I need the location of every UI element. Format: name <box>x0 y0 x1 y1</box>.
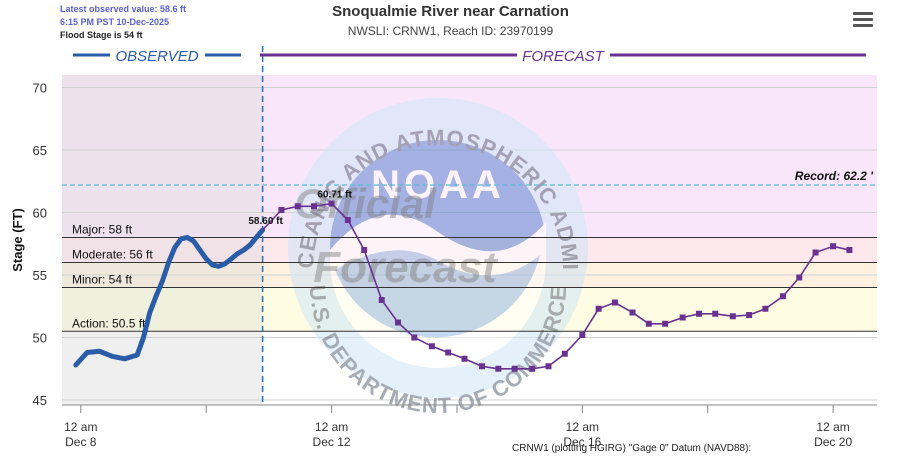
forecast-point <box>395 319 402 326</box>
y-axis-title: Stage (FT) <box>10 208 25 272</box>
observed-low-region <box>62 331 263 405</box>
latest-observed-value: Latest observed value: 58.6 ft <box>60 4 187 14</box>
threshold-label-action: Action: 50.5 ft <box>72 316 146 330</box>
forecast-point <box>479 363 486 370</box>
forecast-point <box>294 203 301 210</box>
forecast-point <box>378 297 385 303</box>
forecast-point <box>428 343 435 350</box>
peak-annotation-label: 60.71 ft <box>317 190 352 201</box>
observed-series-line <box>73 227 266 368</box>
forecast-point <box>846 247 853 253</box>
x-tick-label-time: 12 am <box>64 420 97 434</box>
x-tick-label-date: Dec 12 <box>313 435 351 449</box>
forecast-point <box>311 203 318 210</box>
forecast-point <box>812 249 819 256</box>
y-tick-label: 50 <box>33 331 47 346</box>
forecast-point <box>662 320 669 327</box>
y-tick-label: 45 <box>33 393 47 408</box>
x-tick-label-date: Dec 16 <box>563 435 601 449</box>
forecast-point <box>461 355 468 362</box>
flood-stage-note: Flood Stage is 54 ft <box>60 30 143 40</box>
x-tick-label-date: Dec 20 <box>814 435 852 449</box>
y-tick-label: 60 <box>33 206 47 221</box>
forecast-point <box>729 313 736 320</box>
record-label: Record: 62.2 ' <box>795 169 874 183</box>
watermark-forecast-text: Forecast <box>313 243 499 292</box>
forecast-point <box>579 332 586 338</box>
observed-label: OBSERVED <box>115 48 198 65</box>
x-tick-label-time: 12 am <box>566 420 599 434</box>
noaa-logo-bird-shape <box>330 214 546 368</box>
forecast-label: FORECAST <box>522 48 606 65</box>
watermark-official-text: Official <box>294 180 437 227</box>
hamburger-menu-icon[interactable] <box>853 12 873 30</box>
forecast-point <box>762 305 769 312</box>
forecast-point <box>495 365 502 372</box>
y-tick-label: 70 <box>33 81 47 96</box>
threshold-label-minor: Minor: 54 ft <box>72 273 133 287</box>
forecast-point <box>779 293 786 300</box>
x-tick-label-time: 12 am <box>315 420 348 434</box>
forecast-point <box>695 310 702 317</box>
forecast-point <box>645 320 652 327</box>
chart-subtitle: NWSLI: CRNW1, Reach ID: 23970199 <box>347 24 554 38</box>
forecast-point <box>712 310 719 317</box>
forecast-point <box>545 363 552 370</box>
forecast-point <box>361 247 368 253</box>
y-tick-label: 55 <box>33 268 47 283</box>
forecast-point <box>411 334 418 341</box>
forecast-point <box>328 200 335 207</box>
datum-note: CRNW1 (plotting HGIRG) "Gage 0" Datum (N… <box>512 443 751 454</box>
x-tick-label-date: Dec 8 <box>65 435 97 449</box>
forecast-point <box>611 299 618 306</box>
forecast-point <box>561 350 568 357</box>
peak-annotation-label: 58.60 ft <box>248 216 283 227</box>
forecast-point <box>746 312 753 318</box>
forecast-point <box>830 243 837 250</box>
chart-title: Snoqualmie River near Carnation <box>332 3 569 20</box>
forecast-point <box>796 274 803 281</box>
latest-observed-time: 6:15 PM PST 10-Dec-2025 <box>60 17 170 27</box>
forecast-point <box>529 365 536 372</box>
forecast-point <box>629 309 636 316</box>
forecast-point <box>344 217 351 223</box>
forecast-point <box>595 305 602 312</box>
forecast-point <box>511 365 518 372</box>
forecast-point <box>679 314 686 321</box>
forecast-point <box>445 349 452 356</box>
y-tick-label: 65 <box>33 143 47 158</box>
forecast-point <box>278 207 285 213</box>
threshold-label-moderate: Moderate: 56 ft <box>72 248 153 262</box>
x-tick-label-time: 12 am <box>816 420 849 434</box>
threshold-label-major: Major: 58 ft <box>72 223 133 237</box>
